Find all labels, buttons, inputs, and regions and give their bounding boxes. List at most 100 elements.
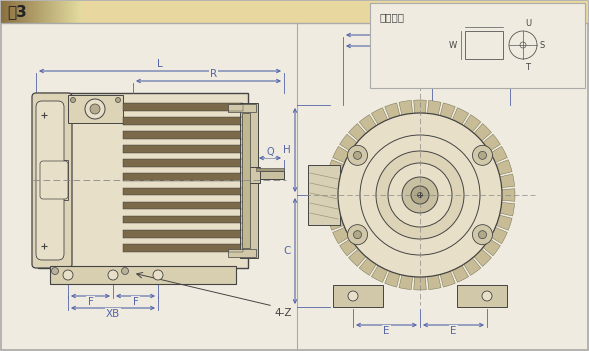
FancyBboxPatch shape (36, 101, 64, 260)
Bar (73, 1, 74, 23)
Polygon shape (349, 249, 366, 266)
FancyBboxPatch shape (40, 161, 68, 199)
Bar (123, 216, 243, 224)
Bar (58, 1, 59, 23)
Bar (40, 160, 68, 200)
Bar (33, 1, 34, 23)
Polygon shape (325, 203, 341, 216)
Bar (43, 1, 44, 23)
Bar (23, 1, 24, 23)
Bar (68, 95, 123, 123)
Text: L: L (157, 59, 163, 69)
Bar (47, 1, 48, 23)
Bar (69, 1, 70, 23)
Text: E: E (450, 326, 456, 336)
Bar (74, 1, 75, 23)
Bar (123, 201, 243, 210)
Circle shape (348, 291, 358, 301)
Circle shape (411, 186, 429, 204)
Polygon shape (499, 203, 515, 216)
Bar (123, 145, 243, 153)
Text: C: C (283, 246, 291, 256)
Polygon shape (333, 227, 350, 244)
Bar (465, 31, 503, 59)
Text: 軸端共通: 軸端共通 (380, 12, 405, 22)
Bar (11, 1, 12, 23)
Bar (53, 1, 54, 23)
Bar (240, 103, 258, 258)
Text: W: W (449, 40, 457, 49)
Bar (15, 1, 16, 23)
Bar (81, 1, 588, 23)
Bar (34, 1, 35, 23)
Text: KL: KL (382, 23, 394, 33)
Bar (123, 117, 243, 125)
Bar (68, 1, 69, 23)
Bar (256, 171, 284, 179)
Polygon shape (452, 108, 469, 125)
Bar (70, 1, 71, 23)
Bar (123, 187, 243, 195)
Bar (17, 1, 18, 23)
Polygon shape (413, 276, 426, 290)
Bar (48, 1, 49, 23)
Bar (54, 1, 55, 23)
Bar (1, 1, 2, 23)
Bar (76, 1, 77, 23)
Bar (65, 1, 66, 23)
Polygon shape (474, 124, 491, 141)
Bar (60, 1, 61, 23)
Bar (123, 159, 243, 167)
Bar (51, 1, 52, 23)
Bar (5, 1, 6, 23)
Bar (123, 187, 243, 195)
Polygon shape (328, 215, 345, 230)
Bar (38, 1, 39, 23)
Bar (44, 1, 45, 23)
Circle shape (353, 151, 362, 159)
Bar (37, 1, 38, 23)
Bar (22, 1, 23, 23)
Polygon shape (340, 134, 358, 152)
Polygon shape (333, 146, 350, 163)
Polygon shape (372, 265, 388, 282)
Bar (59, 1, 60, 23)
Circle shape (115, 98, 121, 102)
Bar (123, 131, 243, 139)
Text: T: T (525, 62, 530, 72)
Bar (123, 216, 243, 224)
Polygon shape (440, 270, 455, 287)
Circle shape (472, 225, 492, 245)
Bar (20, 1, 21, 23)
Text: U: U (525, 19, 531, 27)
Circle shape (376, 151, 464, 239)
Bar (28, 1, 29, 23)
Circle shape (121, 267, 128, 274)
Bar (18, 1, 19, 23)
Polygon shape (463, 115, 481, 133)
Circle shape (402, 177, 438, 213)
Text: XB: XB (106, 309, 120, 319)
Bar (123, 244, 243, 252)
Text: R: R (210, 69, 217, 79)
Bar (32, 1, 33, 23)
Bar (49, 1, 50, 23)
Polygon shape (489, 227, 507, 244)
Polygon shape (489, 146, 507, 163)
Bar (45, 1, 46, 23)
Circle shape (90, 104, 100, 114)
Bar (72, 1, 73, 23)
Bar (38, 93, 248, 268)
Bar (9, 1, 10, 23)
Bar (40, 1, 41, 23)
Bar (62, 1, 63, 23)
Circle shape (482, 291, 492, 301)
Bar (256, 168, 284, 171)
Bar (66, 1, 67, 23)
Bar (12, 1, 13, 23)
Text: 図3: 図3 (7, 5, 27, 20)
Bar (56, 1, 57, 23)
Bar (123, 230, 243, 238)
Bar (370, 3, 585, 88)
Bar (333, 285, 383, 307)
